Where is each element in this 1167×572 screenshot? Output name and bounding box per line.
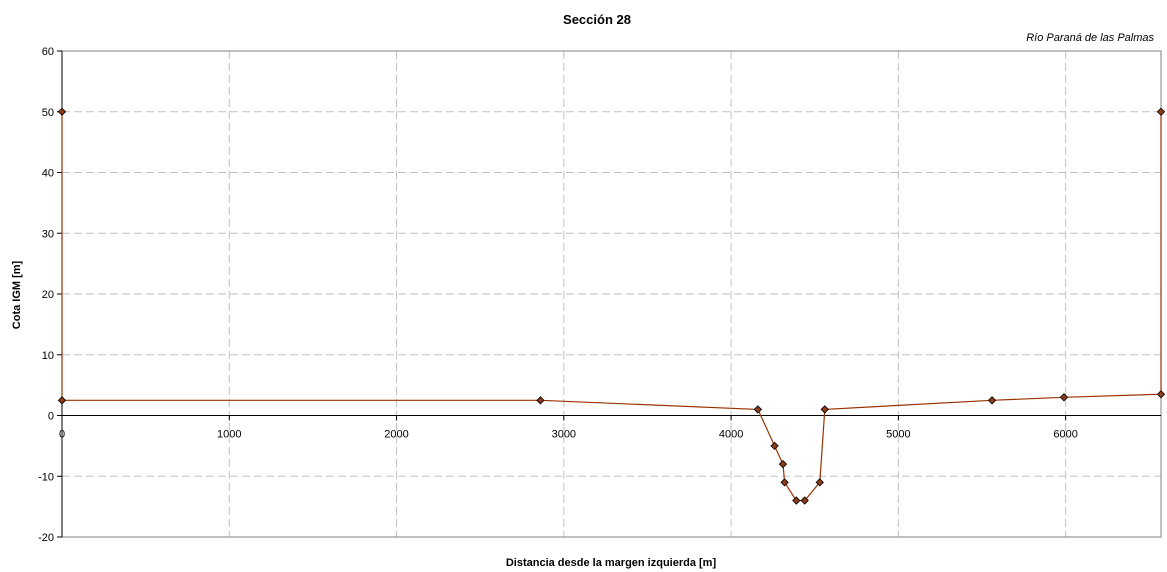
data-point	[57, 396, 67, 405]
x-axis-title: Distancia desde la margen izquierda [m]	[506, 557, 717, 569]
data-point	[820, 405, 829, 414]
data-point	[536, 396, 545, 405]
y-tick-label: 40	[42, 168, 54, 180]
y-tick-label: -20	[38, 532, 54, 544]
series-group	[57, 107, 1166, 505]
y-axis-title: Cota IGM [m]	[11, 260, 23, 329]
y-tick-label: -10	[38, 471, 54, 483]
data-point	[815, 478, 824, 487]
y-tick-label: 50	[42, 107, 54, 119]
tick-labels: -20 -10 0 10 20 30 40 50 60 0 1000 2000 3000 4000 5000…	[38, 46, 1078, 544]
y-tick-label: 30	[42, 228, 54, 240]
data-point	[1156, 107, 1166, 116]
x-tick-label: 3000	[552, 429, 576, 441]
chart-title: Sección 28	[563, 12, 631, 27]
data-point	[57, 107, 67, 116]
y-tick-label: 20	[42, 289, 54, 301]
data-point	[753, 405, 763, 414]
x-tick-label: 6000	[1053, 429, 1077, 441]
data-point	[987, 396, 997, 405]
data-point	[1156, 390, 1166, 399]
data-point	[778, 459, 788, 469]
plot-frame	[61, 50, 1162, 538]
x-tick-label: 1000	[217, 429, 241, 441]
data-point	[800, 496, 809, 505]
x-tick-label: 4000	[719, 429, 743, 441]
data-point	[780, 478, 789, 487]
y-tick-label: 10	[42, 350, 54, 362]
y-tick-label: 0	[48, 411, 54, 423]
chart-subtitle: Río Paraná de las Palmas	[1026, 32, 1154, 44]
x-tick-label: 0	[59, 429, 65, 441]
x-tick-label: 2000	[384, 429, 408, 441]
x-tick-label: 5000	[886, 429, 910, 441]
series-line	[61, 111, 1162, 502]
y-tick-label: 60	[42, 46, 54, 58]
data-point	[1059, 393, 1069, 402]
data-point	[770, 441, 779, 451]
data-point	[792, 496, 801, 505]
gridlines	[62, 51, 1161, 537]
